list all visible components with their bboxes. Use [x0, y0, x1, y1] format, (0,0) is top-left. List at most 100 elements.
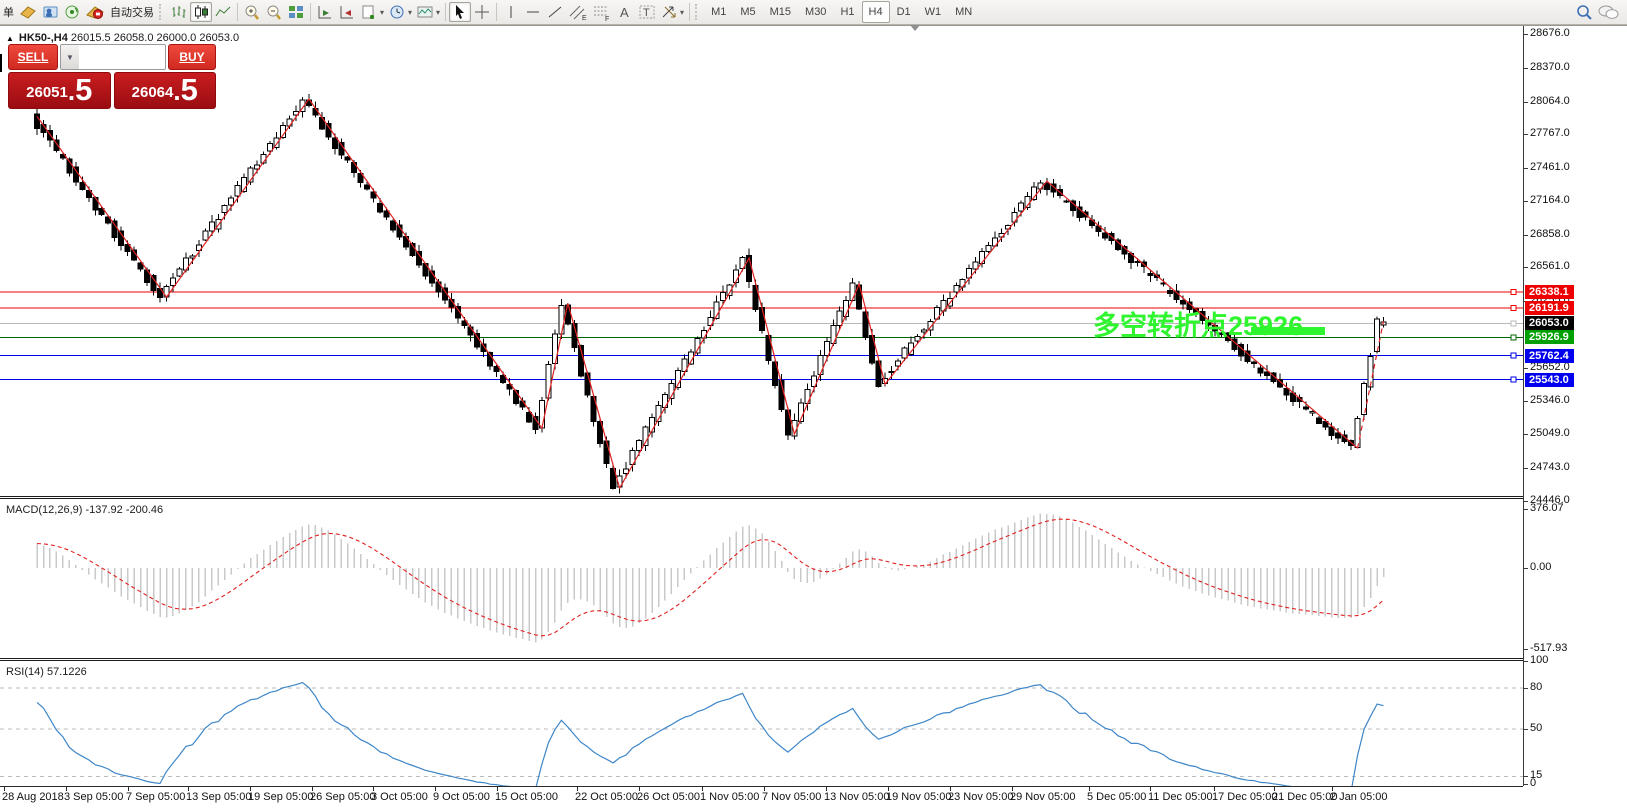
- time-tick-mark: [128, 787, 129, 791]
- autotrading-icon[interactable]: [83, 2, 107, 22]
- chat-icon[interactable]: [1595, 2, 1621, 22]
- tick-mark: [1524, 728, 1528, 730]
- time-tick-mark: [702, 787, 703, 791]
- scroll-position-marker[interactable]: [910, 25, 920, 31]
- toolbar-separator: [445, 3, 447, 21]
- tick-mark: [1524, 688, 1528, 689]
- price-level-badge: 25926.9: [1525, 330, 1574, 345]
- time-tick-mark: [1214, 787, 1215, 791]
- time-axis[interactable]: 28 Aug 2018 3 Sep 05:00 7 Sep 05:00 13 Sep …: [0, 786, 1523, 811]
- macd-signal-value: -200.46: [125, 504, 164, 516]
- date-label: 26 Sep 05:00: [310, 791, 376, 803]
- volume-decrease-button[interactable]: ▼: [61, 45, 79, 69]
- tile-windows-icon[interactable]: [285, 2, 307, 22]
- macd-signal-line: [36, 518, 1384, 637]
- price-tick: 24446.0: [1530, 493, 1570, 506]
- level-handle: [1510, 376, 1517, 383]
- date-label: 1 Nov 05:00: [700, 791, 760, 803]
- time-tick-mark: [312, 787, 313, 791]
- time-tick-mark: [435, 787, 436, 791]
- horizontal-line-tool-icon[interactable]: [522, 2, 544, 22]
- price-axis[interactable]: 28676.0 28370.0 28064.0 27767.0 27461.0 27164…: [1523, 26, 1627, 789]
- timeframe-d1[interactable]: D1: [896, 6, 911, 18]
- price-tick: 28064.0: [1530, 94, 1570, 107]
- date-label: 13 Sep 05:00: [186, 791, 252, 803]
- rsi-indicator-pane[interactable]: [0, 661, 1523, 786]
- macd-tick: 0.00: [1530, 561, 1552, 573]
- sell-price-display[interactable]: 26051. 5: [8, 72, 111, 109]
- volume-input[interactable]: [79, 45, 165, 69]
- search-icon[interactable]: [1573, 2, 1595, 22]
- macd-indicator-pane[interactable]: [0, 499, 1523, 658]
- new-order-icon[interactable]: [17, 2, 39, 22]
- price-level-badge: 26191.9: [1525, 301, 1574, 316]
- indicators-icon[interactable]: ▾: [414, 2, 442, 22]
- date-label: 7 Sep 05:00: [126, 791, 186, 803]
- timeframe-h1[interactable]: H1: [840, 6, 855, 18]
- date-label: 2 Jan 05:00: [1330, 791, 1388, 803]
- trendline-tool-icon[interactable]: [544, 2, 566, 22]
- autotrading-label[interactable]: 自动交易: [110, 7, 154, 19]
- zoom-in-icon[interactable]: [241, 2, 263, 22]
- timeframe-m30[interactable]: M30: [805, 6, 827, 18]
- sell-button[interactable]: SELL: [8, 44, 58, 70]
- symbol-period-label: HK50-,H4: [18, 32, 68, 44]
- signal-icon[interactable]: [61, 2, 83, 22]
- date-label: 23 Nov 05:00: [948, 791, 1014, 803]
- crosshair-icon[interactable]: [471, 2, 493, 22]
- rsi-name: RSI(14): [6, 666, 44, 678]
- shapes-tool-icon[interactable]: ▾: [658, 2, 686, 22]
- timeframe-h4[interactable]: H4: [861, 1, 890, 23]
- timeframe-m5[interactable]: M5: [740, 6, 756, 18]
- time-tick-mark: [764, 787, 765, 791]
- chart-shift-icon[interactable]: [336, 2, 358, 22]
- sell-price-int: 26051: [26, 84, 68, 101]
- one-click-collapse-arrow[interactable]: ▲: [6, 34, 14, 43]
- tick-mark: [1524, 134, 1528, 136]
- level-handle: [1510, 320, 1517, 327]
- price-tick: 25049.0: [1530, 427, 1570, 440]
- price-level-badge: 25762.4: [1525, 348, 1574, 363]
- buy-price-display[interactable]: 26064. 5: [113, 72, 216, 109]
- tick-mark: [1524, 434, 1528, 436]
- time-tick-mark: [1332, 787, 1333, 791]
- time-tick-mark: [373, 787, 374, 791]
- toolbar-separator: [496, 3, 498, 21]
- channel-tool-icon[interactable]: E: [566, 2, 590, 22]
- market-watch-icon[interactable]: [39, 2, 61, 22]
- toolbar-separator: [689, 3, 691, 21]
- price-level-badge: 25543.0: [1525, 372, 1574, 387]
- toolbar-separator: [310, 3, 311, 21]
- date-label: 19 Sep 05:00: [248, 791, 314, 803]
- candlestick-chart-icon[interactable]: [190, 2, 212, 22]
- profiles-icon[interactable]: ▾: [386, 2, 414, 22]
- text-tool-icon[interactable]: A: [614, 2, 636, 22]
- timeframe-m15[interactable]: M15: [769, 6, 792, 18]
- time-tick-mark: [1150, 787, 1151, 791]
- label-tool-icon[interactable]: T: [636, 2, 658, 22]
- new-chart-icon[interactable]: ▾: [358, 2, 386, 22]
- dropdown-arrow-icon: ▾: [680, 7, 685, 17]
- svg-text:E: E: [582, 15, 587, 21]
- zoom-out-icon[interactable]: [263, 2, 285, 22]
- timeframe-m1[interactable]: M1: [711, 6, 727, 18]
- time-tick-mark: [639, 787, 640, 791]
- vertical-line-tool-icon[interactable]: [500, 2, 522, 22]
- bar-chart-icon[interactable]: [168, 2, 190, 22]
- line-chart-icon[interactable]: [212, 2, 234, 22]
- tick-mark: [1524, 401, 1528, 403]
- autoscroll-icon[interactable]: [314, 2, 336, 22]
- new-order-partial-label[interactable]: 单: [3, 7, 14, 19]
- timeframe-w1[interactable]: W1: [924, 6, 942, 18]
- fibonacci-tool-icon[interactable]: F: [590, 2, 614, 22]
- pane-separator[interactable]: [0, 658, 1627, 661]
- main-price-chart[interactable]: 多空转折点25926: [0, 29, 1523, 496]
- pane-separator[interactable]: [0, 496, 1627, 499]
- svg-text:A: A: [620, 5, 629, 20]
- timeframe-mn[interactable]: MN: [955, 6, 973, 18]
- rsi-label: RSI(14) 57.1226: [6, 666, 87, 678]
- chart-title: ▲ HK50-,H4 26015.5 26058.0 26000.0 26053.…: [6, 32, 239, 44]
- buy-button[interactable]: BUY: [168, 44, 216, 70]
- time-tick-mark: [1012, 787, 1013, 791]
- cursor-icon[interactable]: [449, 2, 472, 22]
